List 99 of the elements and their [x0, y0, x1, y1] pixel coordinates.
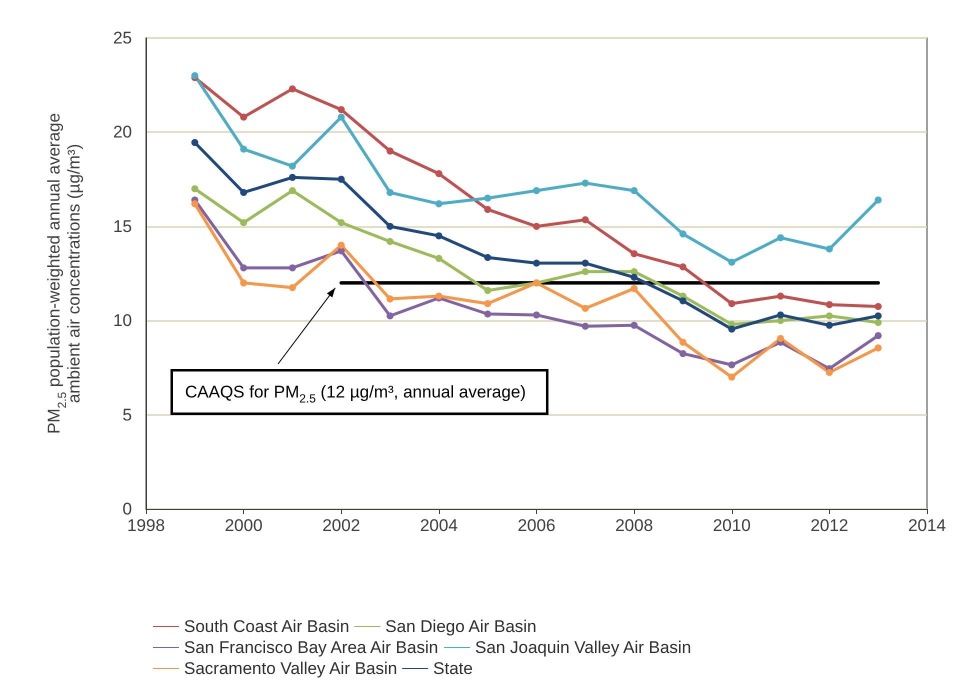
- point: [630, 250, 638, 258]
- point: [826, 368, 833, 376]
- point: [435, 254, 442, 262]
- y-tick-label: 0: [122, 500, 132, 518]
- point: [874, 318, 882, 326]
- x-tick-label: 1998: [127, 516, 165, 535]
- point: [679, 263, 686, 270]
- point: [777, 292, 784, 300]
- point: [630, 187, 638, 194]
- point: [582, 180, 589, 187]
- point: [288, 187, 296, 194]
- x-tick-label: 2010: [712, 516, 751, 535]
- legend-label: Sacramento Valley Air Basin: [184, 659, 398, 678]
- legend-label: State: [433, 659, 473, 678]
- point: [386, 295, 394, 302]
- point: [338, 114, 345, 121]
- point: [826, 301, 833, 308]
- legend-label: South Coast Air Basin: [184, 617, 350, 636]
- point: [533, 260, 540, 267]
- point: [874, 302, 882, 310]
- point: [582, 304, 589, 312]
- point: [338, 242, 345, 249]
- point: [338, 176, 345, 183]
- point: [679, 297, 686, 304]
- point: [630, 274, 638, 281]
- point: [533, 311, 540, 318]
- point: [288, 85, 296, 92]
- point: [826, 322, 833, 329]
- point: [240, 146, 248, 153]
- point: [386, 222, 394, 230]
- point: [777, 335, 784, 342]
- point: [777, 234, 784, 242]
- point: [338, 106, 345, 114]
- point: [288, 284, 296, 292]
- y-axis-title: PM2.5 population-weighted annual average ambient air concentrations (µg/m³): [44, 113, 84, 434]
- point: [435, 232, 442, 240]
- point: [240, 219, 248, 226]
- point: [240, 264, 248, 272]
- point: [435, 200, 442, 208]
- y-tick-label: 25: [113, 28, 132, 48]
- point: [728, 258, 736, 266]
- y-tick-label: 10: [113, 311, 132, 330]
- point: [582, 260, 589, 267]
- point: [874, 196, 882, 204]
- point: [240, 188, 248, 196]
- point: [240, 279, 248, 286]
- point: [386, 312, 394, 320]
- point: [679, 338, 686, 346]
- x-tick-label: 2014: [908, 516, 946, 535]
- point: [679, 230, 686, 238]
- point: [630, 285, 638, 292]
- point: [826, 312, 833, 320]
- point: [484, 286, 492, 294]
- point: [728, 326, 736, 333]
- point: [582, 268, 589, 276]
- x-tick-label: 2002: [322, 516, 360, 535]
- point: [630, 322, 638, 329]
- point: [679, 350, 686, 358]
- legend-label: San Diego Air Basin: [385, 617, 537, 636]
- point: [288, 174, 296, 181]
- point: [533, 222, 540, 230]
- x-tick-label: 2004: [420, 516, 458, 535]
- y-tick-label: 20: [113, 122, 132, 142]
- point: [630, 268, 638, 276]
- point: [386, 238, 394, 245]
- point: [484, 310, 492, 318]
- legend-label: San Joaquin Valley Air Basin: [475, 638, 692, 657]
- point: [288, 264, 296, 272]
- legend-label: San Francisco Bay Area Air Basin: [184, 638, 438, 657]
- point: [533, 187, 540, 194]
- point: [386, 188, 394, 196]
- point: [386, 148, 394, 155]
- point: [338, 219, 345, 226]
- point: [728, 361, 736, 368]
- point: [484, 206, 492, 213]
- y-tick-label: 15: [113, 216, 132, 236]
- y-tick-label: 5: [122, 405, 132, 424]
- point: [874, 344, 882, 352]
- point: [582, 216, 589, 224]
- x-tick-label: 2006: [518, 516, 556, 535]
- x-tick-label: 2008: [615, 516, 654, 535]
- point: [484, 254, 492, 261]
- point: [874, 332, 882, 340]
- x-tick-label: 2000: [224, 516, 263, 535]
- point: [191, 200, 198, 208]
- point: [826, 246, 833, 253]
- point: [582, 322, 589, 330]
- point: [191, 139, 198, 146]
- point: [240, 114, 248, 121]
- x-tick-label: 2012: [810, 516, 848, 535]
- point: [484, 300, 492, 308]
- point: [288, 162, 296, 170]
- point: [777, 311, 784, 318]
- point: [191, 185, 198, 192]
- point: [435, 170, 442, 178]
- point: [728, 300, 736, 308]
- point: [874, 312, 882, 320]
- point: [484, 194, 492, 202]
- point: [728, 374, 736, 381]
